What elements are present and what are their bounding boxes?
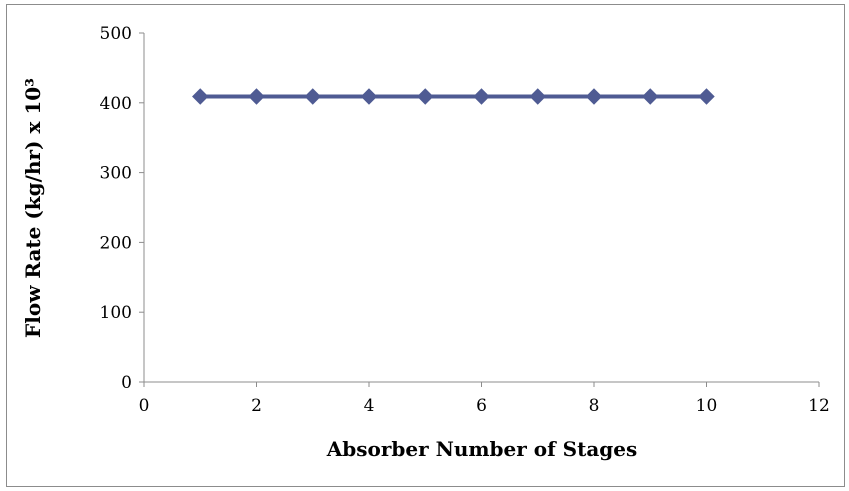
axes xyxy=(143,33,819,383)
chart-frame xyxy=(6,4,845,487)
x-tick-label: 0 xyxy=(139,396,150,416)
x-axis-title: Absorber Number of Stages xyxy=(326,437,638,461)
data-point-marker xyxy=(192,88,209,105)
data-point-marker xyxy=(642,88,659,105)
x-tick-label: 10 xyxy=(696,396,718,416)
x-tick-label: 8 xyxy=(589,396,600,416)
y-axis-title: Flow Rate (kg/hr) x 10³ xyxy=(21,78,45,338)
data-point-marker xyxy=(417,88,434,105)
y-tick-label: 300 xyxy=(100,164,132,184)
x-tick-label: 4 xyxy=(364,396,375,416)
series xyxy=(192,88,715,105)
data-point-marker xyxy=(585,88,603,105)
data-point-marker xyxy=(529,88,546,105)
x-tick-label: 12 xyxy=(808,396,830,416)
y-ticks: 0 100 200 300 400 500 xyxy=(100,24,144,393)
y-tick-label: 100 xyxy=(100,303,132,323)
data-point-marker xyxy=(304,88,321,105)
data-point-marker xyxy=(473,88,490,105)
x-tick-label: 6 xyxy=(476,396,487,416)
x-ticks: 0 2 4 6 8 10 12 xyxy=(139,382,830,416)
data-point-marker xyxy=(248,88,265,105)
y-tick-label: 200 xyxy=(100,233,132,253)
y-tick-label: 400 xyxy=(100,94,132,114)
y-tick-label: 0 xyxy=(121,373,132,393)
data-point-marker xyxy=(698,88,715,105)
data-point-marker xyxy=(360,88,378,105)
y-tick-label: 500 xyxy=(100,24,132,44)
x-tick-label: 2 xyxy=(251,396,262,416)
